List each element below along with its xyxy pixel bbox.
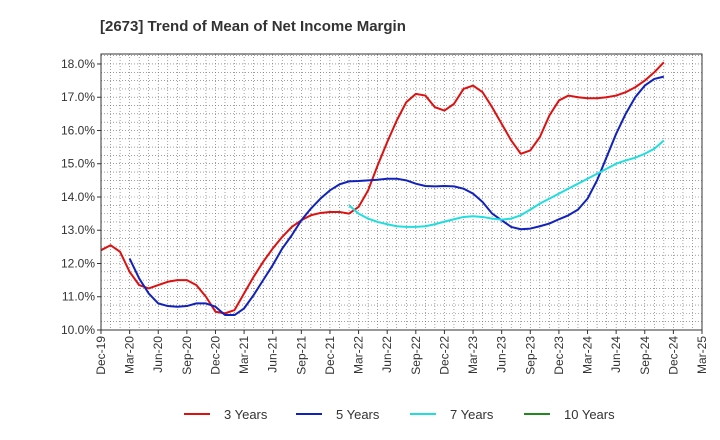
x-tick-label: Sep-21 bbox=[294, 336, 308, 375]
legend-label-5-years: 5 Years bbox=[336, 407, 380, 422]
legend: 3 Years 5 Years 7 Years 10 Years bbox=[184, 407, 615, 422]
x-tick-label: Sep-22 bbox=[409, 336, 423, 375]
y-tick-label: 12.0% bbox=[61, 256, 95, 270]
legend-label-7-years: 7 Years bbox=[450, 407, 494, 422]
y-tick-label: 17.0% bbox=[61, 90, 95, 104]
x-tick-label: Mar-24 bbox=[581, 336, 595, 374]
x-tick-label: Dec-24 bbox=[666, 336, 680, 375]
x-tick-label: Dec-22 bbox=[437, 336, 451, 375]
y-tick-label: 13.0% bbox=[61, 223, 95, 237]
legend-label-3-years: 3 Years bbox=[224, 407, 268, 422]
x-tick-label: Sep-20 bbox=[180, 336, 194, 375]
x-tick-label: Dec-23 bbox=[552, 336, 566, 375]
x-tick-label: Jun-23 bbox=[495, 336, 509, 373]
series-line-7-years bbox=[348, 139, 665, 228]
x-tick-label: Dec-21 bbox=[323, 336, 337, 375]
x-tick-label: Jun-24 bbox=[609, 336, 623, 373]
y-tick-label: 11.0% bbox=[62, 290, 95, 304]
legend-label-10-years: 10 Years bbox=[564, 407, 615, 422]
x-tick-label: Jun-22 bbox=[380, 336, 394, 373]
y-tick-label: 14.0% bbox=[61, 190, 95, 204]
y-tick-label: 18.0% bbox=[61, 57, 95, 71]
x-tick-label: Dec-19 bbox=[94, 336, 108, 375]
x-tick-label: Mar-22 bbox=[352, 336, 366, 374]
plot-frame bbox=[100, 53, 703, 331]
x-tick-label: Dec-20 bbox=[208, 336, 222, 375]
y-axis-ticks: 10.0% 11.0% 12.0% 13.0% 14.0% 15.0% 16.0% 17.0%… bbox=[61, 57, 101, 337]
y-tick-label: 10.0% bbox=[61, 323, 95, 337]
series-lines bbox=[100, 61, 665, 317]
x-tick-label: Mar-25 bbox=[695, 336, 709, 374]
x-tick-label: Mar-23 bbox=[466, 336, 480, 374]
x-tick-label: Sep-24 bbox=[638, 336, 652, 375]
x-tick-label: Mar-20 bbox=[123, 336, 137, 374]
grid bbox=[101, 54, 702, 330]
x-tick-label: Jun-21 bbox=[266, 336, 280, 373]
x-tick-label: Sep-23 bbox=[523, 336, 537, 375]
series-line-5-years bbox=[128, 75, 665, 317]
chart-title: [2673] Trend of Mean of Net Income Margi… bbox=[100, 18, 406, 35]
x-tick-label: Mar-21 bbox=[237, 336, 251, 374]
x-axis-ticks: Dec-19 Mar-20 Jun-20 Sep-20 Dec-20 Mar-21 Jun-… bbox=[94, 330, 709, 375]
x-tick-label: Jun-20 bbox=[151, 336, 165, 373]
series-line-3-years bbox=[100, 61, 665, 315]
y-tick-label: 16.0% bbox=[61, 123, 95, 137]
y-tick-label: 15.0% bbox=[61, 157, 95, 171]
